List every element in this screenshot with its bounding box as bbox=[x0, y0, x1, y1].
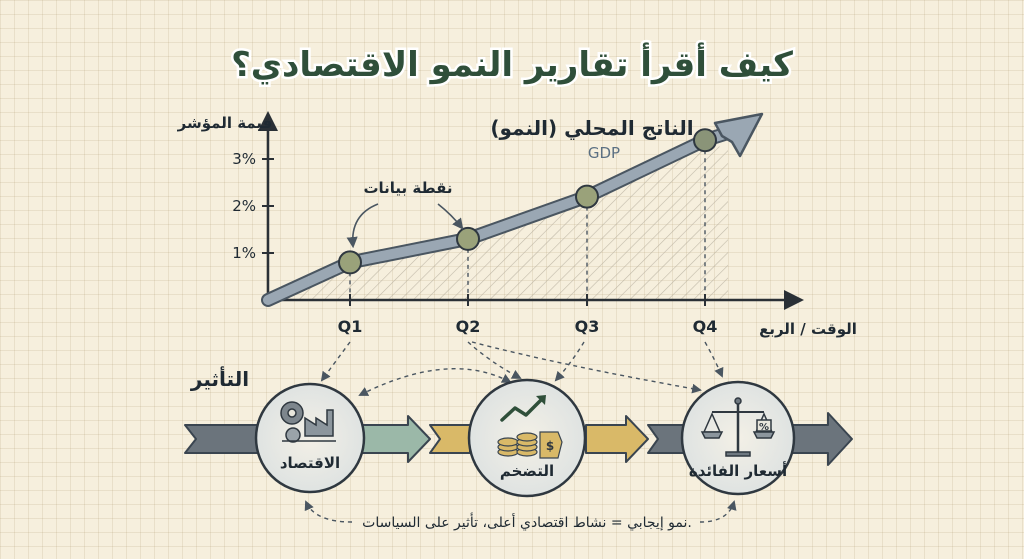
annotation-arrow-2 bbox=[437, 203, 464, 230]
growth-arrowhead bbox=[713, 112, 764, 158]
chart-title: الناتج المحلي (النمو) bbox=[490, 116, 693, 141]
x-ticks: Q1 Q2 Q3 Q4 bbox=[338, 294, 718, 336]
footer-arrow-left bbox=[304, 500, 353, 523]
y-tick-label: 3% bbox=[232, 150, 256, 168]
data-point-q3 bbox=[575, 184, 599, 209]
data-points bbox=[338, 128, 717, 275]
flow-arrow-gray-right bbox=[789, 412, 853, 466]
x-axis-label: الوقت / الربع bbox=[759, 320, 857, 338]
gears-factory-icon bbox=[280, 401, 336, 443]
drop-lines bbox=[349, 150, 706, 296]
chart-subtitle: GDP bbox=[588, 144, 620, 162]
data-point-q4 bbox=[693, 128, 717, 153]
page-title: كيف أقرأ تقارير النمو الاقتصادي؟ bbox=[231, 42, 793, 85]
y-tick-label: 2% bbox=[232, 197, 256, 215]
coins-growth-icon: $ bbox=[497, 395, 563, 459]
impact-interest-rates-label: أسعار الفائدة bbox=[689, 461, 787, 480]
data-point-q1 bbox=[338, 250, 362, 275]
impact-title: التأثير bbox=[190, 365, 249, 391]
x-tick-label: Q2 bbox=[456, 317, 481, 336]
x-tick-label: Q3 bbox=[575, 317, 600, 336]
impact-inflation-label: التضخم bbox=[500, 462, 554, 480]
flow-arrow-gray-mid bbox=[647, 424, 689, 454]
quarter-connectors bbox=[320, 341, 724, 396]
flow-arrow-gold-1 bbox=[429, 424, 471, 454]
y-axis-label: قيمة المؤشر bbox=[177, 114, 273, 132]
svg-text:$: $ bbox=[546, 439, 554, 453]
data-point-annotation: نقطة بيانات bbox=[363, 179, 452, 197]
svg-text:%: % bbox=[759, 422, 769, 433]
footer-arrow-right bbox=[699, 500, 737, 523]
data-point-q2 bbox=[456, 226, 480, 251]
annotation-arrow-1 bbox=[346, 203, 379, 249]
gdp-chart: قيمة المؤشر الوقت / الربع 1%2%3% Q1 Q2 Q3 Q… bbox=[177, 111, 857, 338]
scales-percent-icon: % bbox=[700, 397, 776, 457]
footer-note: نمو إيجابي = نشاط اقتصادي أعلى، تأثير عل… bbox=[362, 512, 692, 531]
y-ticks: 1% 2% 3% bbox=[232, 150, 274, 262]
flow-arrow-gold-2 bbox=[585, 415, 649, 463]
x-tick-label: Q1 bbox=[338, 317, 363, 336]
impact-interest-rates: % أسعار الفائدة bbox=[680, 380, 796, 496]
impact-inflation: $ التضخم bbox=[467, 378, 587, 498]
impact-economy: الاقتصاد bbox=[254, 382, 366, 494]
x-tick-label: Q4 bbox=[693, 317, 718, 336]
flow-arrow-gray-left bbox=[184, 424, 263, 454]
y-tick-label: 1% bbox=[232, 244, 256, 262]
impact-economy-label: الاقتصاد bbox=[280, 454, 340, 472]
